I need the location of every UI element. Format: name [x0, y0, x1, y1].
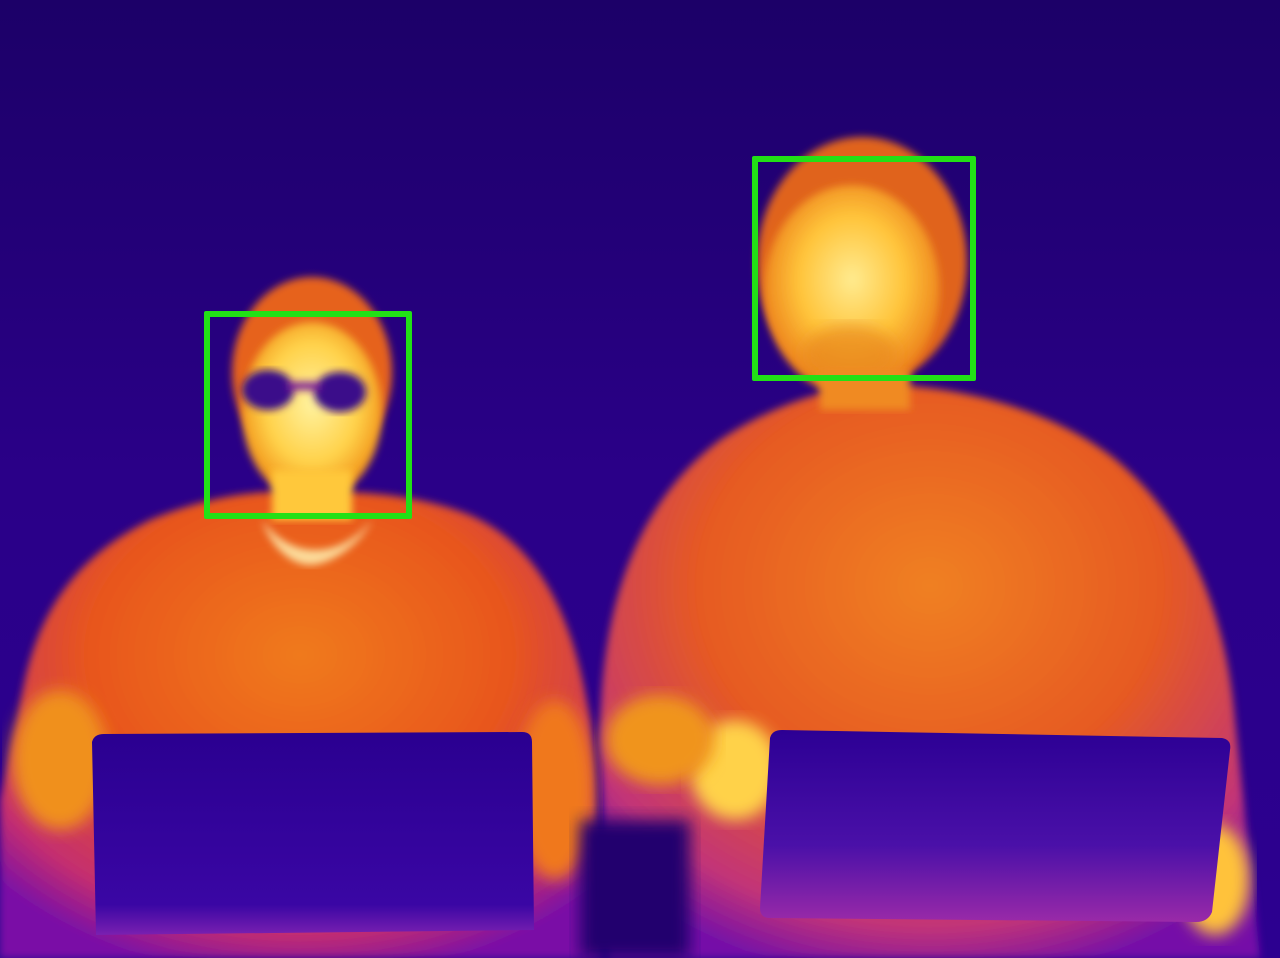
- laptop-right: [760, 730, 1231, 922]
- person-right-forearm: [605, 695, 715, 785]
- laptop-left: [92, 732, 534, 935]
- chair-shadow: [580, 820, 690, 958]
- person-right-neck: [820, 370, 910, 410]
- person-left-arm-left: [12, 690, 108, 830]
- person-left-arm-right: [515, 700, 595, 880]
- person-left-neck: [272, 470, 352, 520]
- person-left-sunglasses: [242, 370, 366, 412]
- person-left-collar: [262, 520, 372, 565]
- person-left-face: [242, 322, 382, 502]
